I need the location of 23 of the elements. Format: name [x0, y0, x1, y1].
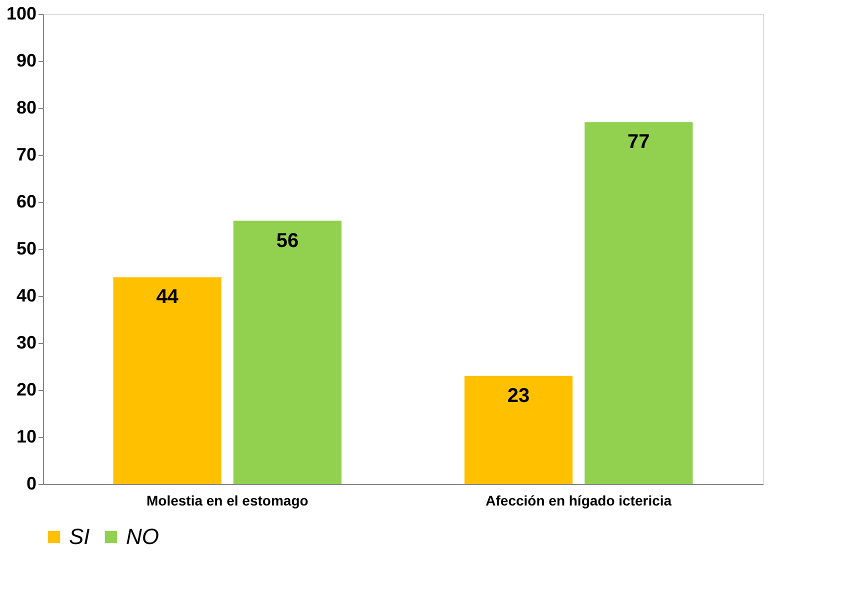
- x-tick-label: Afección en hígado ictericia: [486, 492, 672, 508]
- bar: [464, 376, 573, 484]
- data-label: 23: [507, 384, 530, 407]
- data-label: 56: [276, 230, 299, 252]
- y-tick-label: 60: [16, 192, 36, 212]
- y-tick-label: 80: [16, 98, 36, 118]
- data-label: 77: [628, 131, 650, 154]
- y-tick-label: 0: [26, 474, 36, 494]
- bar: [113, 277, 222, 484]
- y-tick-label: 100: [6, 4, 36, 24]
- x-tick-label: Molestia en el estomago: [146, 492, 308, 508]
- y-tick-label: 40: [16, 286, 36, 306]
- y-tick-label: 30: [16, 332, 36, 352]
- bar: [233, 220, 342, 484]
- y-tick-label: 90: [16, 50, 36, 70]
- y-tick-label: 10: [16, 426, 36, 446]
- y-tick-label: 50: [16, 238, 36, 258]
- bar: [584, 122, 693, 484]
- data-label: 44: [156, 286, 180, 308]
- legend-label: NO: [126, 524, 159, 549]
- legend-label: SI: [69, 524, 90, 549]
- y-tick-label: 70: [16, 144, 36, 164]
- y-tick-label: 20: [16, 380, 36, 400]
